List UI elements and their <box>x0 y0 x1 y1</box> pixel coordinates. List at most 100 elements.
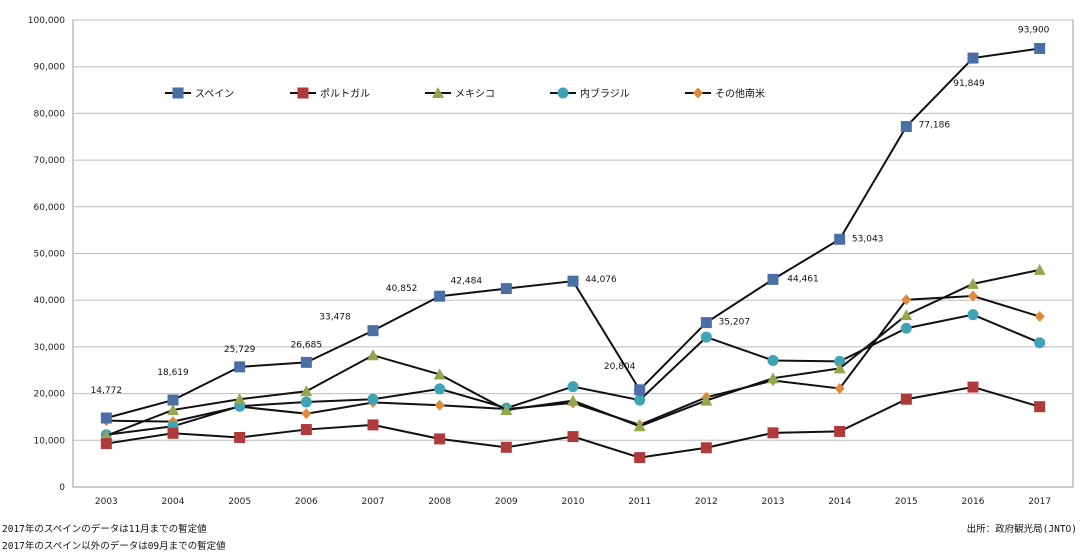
legend-label: 内ブラジル <box>580 87 630 100</box>
data-point-1-2 <box>234 431 246 443</box>
x-tick-label: 2016 <box>962 497 985 507</box>
x-tick-label: 2013 <box>762 497 785 507</box>
x-tick-label: 2009 <box>495 497 518 507</box>
data-point-3-12 <box>900 322 912 334</box>
data-point-0-13 <box>967 52 979 64</box>
x-tick-label: 2008 <box>428 497 451 507</box>
data-point-4-5 <box>434 399 445 411</box>
x-tick-label: 2014 <box>828 497 851 507</box>
x-tick-label: 2017 <box>1028 497 1051 507</box>
data-point-2-3 <box>300 385 313 397</box>
y-tick-label: 30,000 <box>34 343 66 353</box>
x-tick-label: 2012 <box>695 497 718 507</box>
data-label: 26,685 <box>291 340 323 350</box>
x-tick-label: 2004 <box>162 497 185 507</box>
data-label: 25,729 <box>224 345 256 355</box>
data-point-0-9 <box>700 317 712 329</box>
data-point-1-13 <box>967 381 979 393</box>
legend-label: ポルトガル <box>320 88 370 100</box>
x-tick-label: 2011 <box>628 497 651 507</box>
data-point-1-12 <box>900 393 912 405</box>
line-chart: 0 10,000 20,000 30,000 40,000 50,000 60,000 70,… <box>28 16 1074 507</box>
x-tick-label: 2005 <box>228 497 251 507</box>
series-line-3 <box>106 313 1041 436</box>
data-point-4-11 <box>834 382 845 394</box>
data-point-0-2 <box>234 361 246 373</box>
data-point-3-5 <box>434 383 446 395</box>
data-point-2-13 <box>967 277 979 289</box>
data-label: 42,484 <box>451 277 483 287</box>
x-tick-label: 2007 <box>362 497 385 507</box>
legend-marker <box>557 87 569 99</box>
data-point-3-7 <box>567 381 579 393</box>
note-2: 2017年のスペイン以外のデータは09月までの暫定値 <box>2 541 226 552</box>
y-tick-label: 20,000 <box>34 390 66 400</box>
data-label: 40,852 <box>386 284 418 294</box>
data-label: 53,043 <box>852 234 884 244</box>
data-point-2-1 <box>167 403 179 415</box>
data-point-0-14 <box>1034 42 1046 54</box>
chart: 0 10,000 20,000 30,000 40,000 50,000 60,000 70,… <box>28 16 1074 507</box>
legend-label: メキシコ <box>455 89 495 100</box>
data-label: 44,461 <box>787 274 819 284</box>
data-point-2-2 <box>233 393 246 405</box>
data-point-2-10 <box>767 372 779 384</box>
data-label: 35,207 <box>719 318 751 328</box>
y-tick-label: 10,000 <box>34 436 66 446</box>
data-point-2-9 <box>700 394 713 406</box>
data-point-2-14 <box>1033 263 1046 275</box>
data-point-0-3 <box>300 356 312 368</box>
series-line-0 <box>106 47 1040 419</box>
data-point-4-3 <box>301 408 312 420</box>
data-label: 91,849 <box>953 79 985 89</box>
data-point-1-5 <box>434 433 446 445</box>
y-tick-label: 60,000 <box>34 203 66 213</box>
y-tick-label: 0 <box>59 483 65 493</box>
y-tick-label: 50,000 <box>34 250 66 260</box>
source-note: 出所：政府観光局(JNTO) <box>966 524 1077 535</box>
data-label: 77,186 <box>919 121 951 131</box>
x-tick-label: 2006 <box>295 497 318 507</box>
data-label: 18,619 <box>157 368 189 378</box>
data-point-1-1 <box>167 427 179 439</box>
data-point-1-0 <box>100 438 112 450</box>
y-tick-label: 100,000 <box>28 16 65 26</box>
data-point-3-14 <box>1034 337 1046 349</box>
data-point-0-8 <box>634 384 646 396</box>
legend-marker <box>693 87 703 99</box>
data-point-1-11 <box>834 425 846 437</box>
data-point-0-10 <box>767 273 779 285</box>
data-point-0-7 <box>567 275 579 287</box>
data-point-0-1 <box>167 394 179 406</box>
data-point-0-11 <box>834 233 846 245</box>
data-point-2-11 <box>833 362 846 374</box>
data-point-3-9 <box>700 331 712 343</box>
x-tick-label: 2003 <box>95 497 118 507</box>
data-point-2-12 <box>900 309 913 321</box>
data-point-1-4 <box>367 419 379 431</box>
data-point-2-0 <box>100 429 113 441</box>
data-point-4-14 <box>1034 311 1045 323</box>
data-label: 44,076 <box>585 275 617 285</box>
data-point-1-14 <box>1034 401 1046 413</box>
data-point-0-12 <box>900 121 912 133</box>
data-point-2-8 <box>633 420 646 432</box>
y-tick-label: 80,000 <box>34 109 66 119</box>
legend-marker <box>172 87 184 99</box>
y-tick-label: 90,000 <box>34 63 66 73</box>
legend-marker <box>432 87 444 98</box>
legend-label: スペイン <box>195 89 234 100</box>
data-point-1-9 <box>700 442 712 454</box>
note-1: 2017年のスペインのデータは11月までの暫定値 <box>2 524 207 535</box>
data-point-1-8 <box>634 452 646 464</box>
y-tick-label: 40,000 <box>34 296 66 306</box>
data-point-3-10 <box>767 354 779 366</box>
data-point-3-13 <box>967 309 979 321</box>
data-label: 93,900 <box>1018 25 1050 35</box>
data-point-2-7 <box>567 394 579 406</box>
data-point-2-5 <box>433 368 446 380</box>
y-tick-label: 70,000 <box>34 156 66 166</box>
data-point-3-11 <box>834 355 846 367</box>
data-point-0-5 <box>434 290 446 302</box>
legend-marker <box>297 87 309 99</box>
